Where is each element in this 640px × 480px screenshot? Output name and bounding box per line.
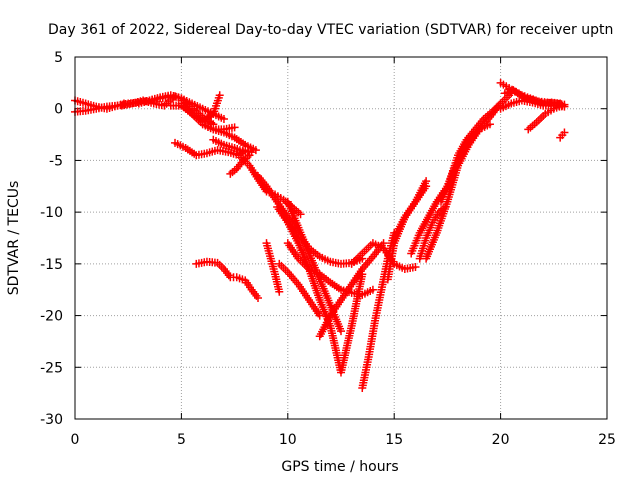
y-tick-label: -20 [40,309,63,325]
y-tick-label: -15 [40,257,63,273]
data-point [411,262,420,271]
series-21 [390,177,431,242]
series-30 [524,101,567,134]
data-point [441,202,450,211]
data-point [422,177,431,186]
data-marks [71,78,569,392]
data-point [296,210,305,219]
series-24 [415,202,450,263]
data-point [245,151,254,160]
x-axis-label: GPS time / hours [281,459,398,475]
series-7 [198,120,239,134]
data-point [230,123,239,132]
data-point [251,146,260,155]
x-tick-label: 20 [492,432,510,448]
x-tick-label: 25 [598,432,616,448]
y-axis-label: SDTVAR / TECUs [6,181,22,296]
data-point [485,120,494,129]
y-tick-label: -30 [40,412,63,428]
data-point [215,91,224,100]
data-point [219,115,228,124]
y-tick-label: -25 [40,360,63,376]
chart-title: Day 361 of 2022, Sidereal Day-to-day VTE… [48,22,613,38]
data-point [315,311,324,320]
y-tick-label: 0 [54,102,63,118]
series-26 [454,120,494,165]
plot-frame [74,56,608,420]
series-9 [209,135,250,157]
series-31 [556,128,569,142]
series-15 [283,239,377,299]
x-tick-label: 0 [71,432,80,448]
y-tick-label: 5 [54,50,63,66]
series-6 [177,91,224,126]
x-tick-label: 10 [279,432,297,448]
series-33 [262,239,284,296]
x-tick-label: 5 [177,432,186,448]
series-32 [192,257,263,302]
y-tick-label: -5 [49,153,63,169]
data-point [254,293,263,302]
data-point [275,287,284,296]
y-tick-label: -10 [40,205,63,221]
series-18 [315,239,388,341]
data-point [558,101,567,110]
data-point [337,327,345,336]
x-tick-label: 15 [385,432,403,448]
series-16 [275,259,324,320]
data-point [368,285,377,294]
data-point [560,128,569,137]
series-14 [283,197,345,336]
